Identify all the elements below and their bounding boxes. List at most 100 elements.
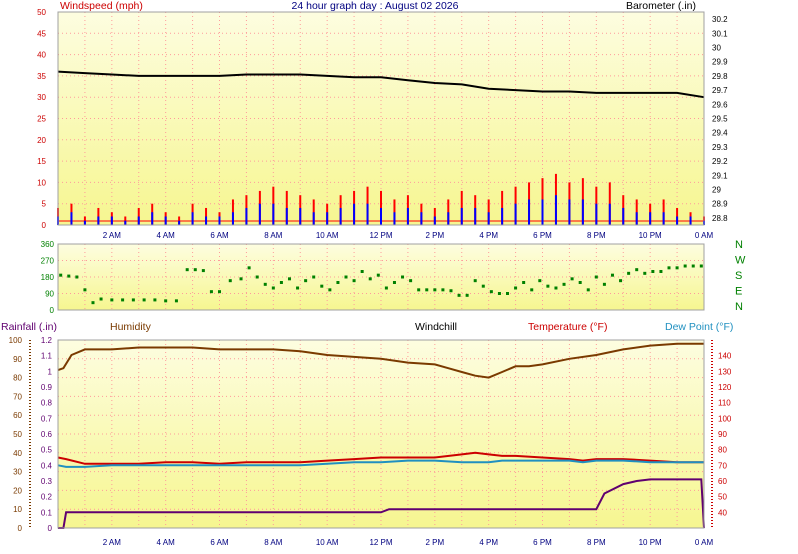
direction-point xyxy=(228,279,232,283)
rain-tick-label: 1 xyxy=(48,367,53,376)
temp-tick-label: 70 xyxy=(718,461,727,470)
direction-point xyxy=(594,275,598,279)
direction-point xyxy=(457,293,461,297)
compass-label: W xyxy=(735,255,746,267)
temp-tick-label: 60 xyxy=(718,477,727,486)
direction-point xyxy=(554,286,558,290)
humidity-tick-label: 50 xyxy=(13,430,22,439)
rainfall-line xyxy=(58,478,705,529)
rain-tick-label: 0.1 xyxy=(41,508,53,517)
direction-point xyxy=(209,290,213,294)
time-tick-label: 10 PM xyxy=(639,538,662,547)
windchill-label: Windchill xyxy=(415,321,457,333)
temperature-line xyxy=(57,451,704,465)
direction-point xyxy=(635,268,639,272)
direction-point xyxy=(142,298,146,302)
time-tick-label: 8 PM xyxy=(587,231,606,240)
barometer-tick-label: 29.3 xyxy=(712,143,728,152)
direction-point xyxy=(121,298,125,302)
wind-axis-label: Windspeed (mph) xyxy=(60,0,143,12)
direction-point xyxy=(514,286,518,290)
direction-point xyxy=(392,281,396,284)
barometer-tick-label: 30.2 xyxy=(712,15,728,24)
direction-point xyxy=(153,298,157,302)
direction-point xyxy=(239,277,243,281)
wind-tick-label: 40 xyxy=(37,51,46,60)
humidity-tick-label: 10 xyxy=(13,505,22,514)
barometer-tick-label: 30 xyxy=(712,44,721,53)
time-tick-label: 8 AM xyxy=(264,231,283,240)
temp-tick-label: 110 xyxy=(718,399,731,408)
humidity-tick-label: 70 xyxy=(13,392,22,401)
direction-point xyxy=(417,288,421,292)
time-tick-label: 2 PM xyxy=(425,231,444,240)
direction-point xyxy=(376,273,380,277)
direction-point xyxy=(75,275,79,279)
tick-labels: 5045403530252015105030.230.13029.929.829… xyxy=(9,8,746,547)
data-series xyxy=(57,70,705,529)
direction-point xyxy=(570,277,574,281)
wind-panel-border xyxy=(57,11,705,226)
humidity-tick-label: 60 xyxy=(13,411,22,420)
direction-point xyxy=(201,269,205,273)
direction-point xyxy=(164,299,168,303)
temp-tick-label: 100 xyxy=(718,414,732,423)
direction-point xyxy=(602,282,606,286)
direction-point xyxy=(651,270,655,273)
barometer-tick-label: 28.9 xyxy=(712,200,728,209)
direction-point xyxy=(610,273,614,277)
direction-point xyxy=(304,279,308,283)
compass-label: N xyxy=(735,239,743,251)
direction-point xyxy=(586,288,590,292)
time-tick-label: 6 AM xyxy=(210,538,229,547)
wind-tick-label: 20 xyxy=(37,136,46,145)
direction-point xyxy=(218,290,221,294)
direction-point xyxy=(489,290,493,294)
direction-point xyxy=(441,288,445,292)
direction-point xyxy=(368,277,372,281)
humidity-tick-label: 40 xyxy=(13,449,22,458)
time-tick-label: 4 AM xyxy=(157,231,176,240)
direction-point xyxy=(255,275,259,279)
barometer-axis-label: Barometer (.in) xyxy=(626,0,696,12)
direction-point xyxy=(538,279,542,283)
direction-point xyxy=(131,298,135,302)
barometer-tick-label: 29.1 xyxy=(712,171,728,180)
direction-point xyxy=(619,279,623,283)
rain-tick-label: 0.6 xyxy=(41,430,53,439)
time-tick-label: 10 PM xyxy=(639,231,662,240)
barometer-tick-label: 28.8 xyxy=(712,214,728,223)
time-tick-label: 6 PM xyxy=(533,231,552,240)
barometer-tick-label: 29 xyxy=(712,186,721,195)
time-tick-label: 6 AM xyxy=(210,231,229,240)
temperature-label: Temperature (°F) xyxy=(528,321,607,333)
direction-tick-label: 270 xyxy=(41,257,55,266)
direction-point xyxy=(344,275,348,279)
direction-point xyxy=(530,288,534,292)
dewpoint-line xyxy=(57,459,704,468)
wind-tick-label: 45 xyxy=(37,29,46,38)
temp-tick-label: 90 xyxy=(718,430,727,439)
barometer-tick-label: 29.6 xyxy=(712,100,728,109)
direction-point xyxy=(481,284,485,288)
direction-point xyxy=(352,279,356,283)
direction-point xyxy=(247,266,251,270)
wind-tick-label: 30 xyxy=(37,93,46,102)
barometer-tick-label: 30.1 xyxy=(712,29,728,38)
direction-point xyxy=(562,282,566,286)
direction-point xyxy=(83,288,87,292)
time-tick-label: 2 AM xyxy=(103,231,122,240)
temp-tick-label: 120 xyxy=(718,383,732,392)
barometer-tick-label: 29.2 xyxy=(712,157,728,166)
rain-tick-label: 0.2 xyxy=(41,493,53,502)
time-tick-label: 0 AM xyxy=(695,231,714,240)
direction-point xyxy=(296,286,300,290)
direction-point xyxy=(328,288,332,292)
rain-tick-label: 0.8 xyxy=(41,399,53,408)
time-tick-label: 10 AM xyxy=(316,538,339,547)
direction-point xyxy=(320,284,324,288)
rain-tick-label: 0.4 xyxy=(41,461,53,470)
direction-point xyxy=(336,281,340,284)
